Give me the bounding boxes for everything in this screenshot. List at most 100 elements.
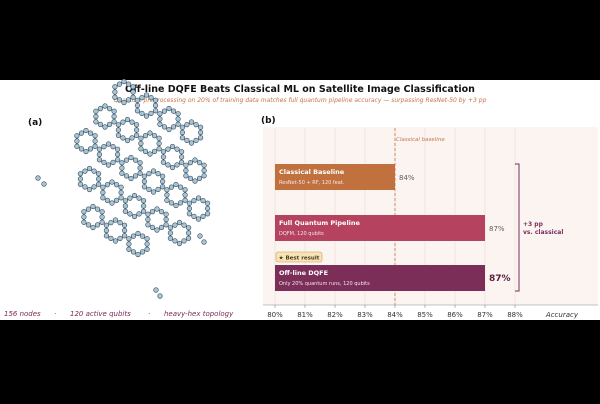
qubit-node bbox=[111, 119, 117, 125]
qubit-node bbox=[187, 175, 194, 181]
bar bbox=[275, 164, 395, 190]
qubit-node bbox=[113, 182, 120, 188]
qubit-node bbox=[74, 138, 80, 144]
qubit-node bbox=[85, 222, 92, 228]
qubit-node bbox=[150, 168, 157, 174]
qubit-node bbox=[109, 200, 115, 206]
qubit-node bbox=[102, 103, 108, 109]
lattice-nodes bbox=[35, 78, 211, 299]
qubit-node bbox=[95, 171, 102, 177]
qubit-node bbox=[97, 106, 104, 112]
qubit-node bbox=[167, 235, 174, 241]
qubit-node bbox=[77, 176, 84, 182]
qubit-node bbox=[112, 84, 118, 90]
qubit-node bbox=[81, 219, 87, 225]
caption-topology: heavy-hex topology bbox=[164, 310, 234, 318]
bar-name-label: Full Quantum Pipeline bbox=[279, 219, 361, 227]
qubit-node bbox=[146, 186, 152, 192]
qubit-node bbox=[164, 197, 170, 203]
qubit-node bbox=[124, 116, 131, 123]
qubit-node bbox=[137, 160, 143, 166]
improvement-bracket: +3 pp vs. classical bbox=[515, 163, 563, 292]
qubit-node bbox=[165, 146, 171, 152]
qubit-node bbox=[135, 251, 141, 258]
qubit-node bbox=[170, 124, 177, 130]
qubit-node bbox=[92, 138, 98, 144]
qubit-node bbox=[121, 99, 127, 106]
qubit-node bbox=[134, 108, 141, 114]
qubit-node bbox=[147, 130, 153, 136]
qubit-node bbox=[133, 122, 140, 128]
bar-value-label: 87% bbox=[489, 274, 511, 284]
qubit-node bbox=[153, 287, 159, 293]
qubit-node bbox=[122, 208, 129, 214]
bar bbox=[275, 215, 485, 241]
qubit-node bbox=[111, 113, 117, 120]
qubit-node bbox=[115, 132, 122, 138]
qubit-node bbox=[201, 239, 207, 245]
qubit-node bbox=[178, 154, 185, 160]
qubit-node bbox=[109, 179, 115, 185]
qubit-node bbox=[134, 102, 141, 109]
bracket-label-primary: +3 pp bbox=[523, 221, 544, 228]
qubit-node bbox=[168, 200, 175, 206]
qubit-node bbox=[183, 167, 189, 174]
qubit-node bbox=[170, 108, 177, 114]
qubit-node bbox=[201, 173, 207, 179]
qubit-node bbox=[117, 220, 123, 226]
qubit-node bbox=[132, 157, 139, 163]
qubit-node bbox=[122, 198, 129, 204]
qubit-node bbox=[200, 213, 206, 219]
qubit-node bbox=[124, 137, 131, 144]
qubit-node bbox=[186, 205, 193, 212]
qubit-node bbox=[152, 108, 159, 114]
qubit-node bbox=[90, 203, 96, 210]
bracket-label-secondary: vs. classical bbox=[523, 229, 563, 236]
qubit-node bbox=[137, 170, 143, 176]
figure-subtitle: Quantum preprocessing on 20% of training… bbox=[114, 97, 487, 104]
qubit-node bbox=[125, 97, 132, 103]
qubit-node bbox=[204, 205, 211, 212]
qubit-node bbox=[100, 189, 106, 196]
qubit-node bbox=[150, 189, 157, 195]
qubit-node bbox=[177, 184, 184, 190]
qubit-node bbox=[176, 219, 183, 226]
qubit-node bbox=[197, 124, 204, 130]
qubit-node bbox=[93, 108, 99, 114]
qubit-node bbox=[100, 184, 106, 190]
qubit-node bbox=[104, 182, 111, 188]
x-axis: 80% 81% 82% 83% 84% 85% 86% 87% 88% bbox=[263, 304, 598, 319]
qubit-node bbox=[122, 203, 129, 209]
qubit-node bbox=[160, 154, 167, 160]
qubit-node bbox=[158, 209, 165, 215]
qubit-node bbox=[90, 224, 96, 231]
qubit-node bbox=[201, 162, 207, 168]
qubit-node bbox=[95, 176, 102, 182]
qubit-node bbox=[174, 162, 180, 168]
qubit-node bbox=[141, 173, 148, 179]
qubit-node bbox=[196, 175, 203, 181]
qubit-node bbox=[191, 198, 197, 204]
qubit-node bbox=[112, 94, 118, 100]
qubit-node bbox=[139, 95, 145, 101]
caption-nodes: 156 nodes bbox=[4, 310, 41, 318]
qubit-node bbox=[83, 127, 89, 134]
qubit-node bbox=[137, 165, 143, 171]
x-tick-label: 84% bbox=[387, 311, 403, 319]
qubit-node bbox=[77, 181, 84, 187]
qubit-node bbox=[130, 89, 136, 95]
qubit-node bbox=[118, 184, 124, 190]
qubit-node bbox=[158, 224, 165, 230]
qubit-node bbox=[117, 235, 123, 241]
qubit-node bbox=[87, 130, 94, 136]
qubit-node bbox=[148, 95, 154, 101]
qubit-node bbox=[157, 111, 163, 117]
qubit-node bbox=[144, 246, 150, 252]
qubit-node bbox=[154, 227, 160, 233]
qubit-node bbox=[160, 159, 167, 165]
qubit-node bbox=[103, 222, 110, 228]
qubit-node bbox=[119, 160, 125, 166]
qubit-node bbox=[116, 97, 123, 103]
qubit-node bbox=[167, 225, 174, 231]
qubit-node bbox=[96, 157, 103, 163]
